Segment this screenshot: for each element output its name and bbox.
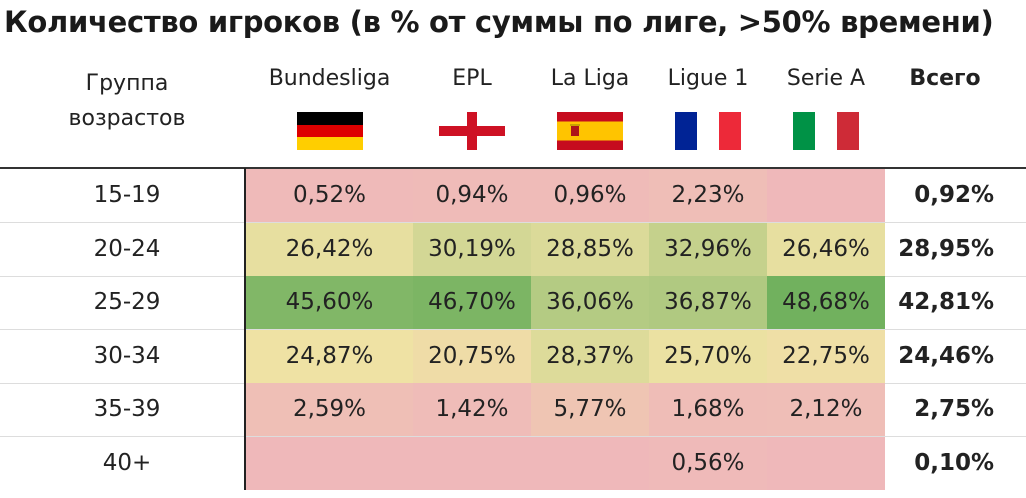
row-total: 0,10% [914,449,994,476]
heatmap-cell: 2,12% [767,383,885,436]
column-header-bundesliga: Bundesliga [268,66,391,91]
heatmap-cell [767,169,885,222]
heatmap-cell: 32,96% [649,222,767,276]
germany-flag-icon [296,112,363,150]
heatmap-cell: 36,06% [531,276,649,329]
heatmap-cell: 0,52% [246,169,413,222]
row-label: 25-29 [93,289,161,315]
heatmap-cell: 28,85% [531,222,649,276]
row-label: 20-24 [93,235,161,262]
heatmap-cell: 26,46% [767,222,885,276]
row-total: 24,46% [898,342,994,369]
spain-flag-icon [557,112,623,150]
heatmap-cell [246,436,413,490]
france-flag-icon [675,112,741,150]
row-total: 0,92% [914,182,994,208]
row-label: 40+ [102,449,152,476]
heatmap-cell [767,436,885,490]
heatmap-cell: 1,42% [413,383,531,436]
heatmap-cell: 36,87% [649,276,767,329]
heatmap-cell: 30,19% [413,222,531,276]
row-total: 42,81% [898,289,994,315]
heatmap-cell: 1,68% [649,383,767,436]
heatmap-cell: 28,37% [531,329,649,383]
heatmap-cell [413,436,531,490]
heatmap-cell: 20,75% [413,329,531,383]
row-label: 30-34 [93,342,161,369]
england-flag-icon [439,112,505,150]
row-total: 28,95% [898,235,994,262]
table-row: 25-29 45,60% 46,70% 36,06% 36,87% 48,68% 42,81… [0,276,1026,329]
table-row: 35-39 2,59% 1,42% 5,77% 1,68% 2,12% 2,75% [0,383,1026,436]
row-label: 15-19 [93,182,161,208]
heatmap-cell: 0,96% [531,169,649,222]
heatmap-cell: 5,77% [531,383,649,436]
heatmap-cell: 24,87% [246,329,413,383]
column-header-epl: EPL [452,66,492,91]
header-divider [0,167,1026,169]
row-total: 2,75% [914,396,994,422]
table-row: 15-19 0,52% 0,94% 0,96% 2,23% 0,92% [0,169,1026,222]
column-header-total: Всего [909,66,981,91]
heatmap-cell: 25,70% [649,329,767,383]
heatmap-cell: 0,94% [413,169,531,222]
table-row: 30-34 24,87% 20,75% 28,37% 25,70% 22,75% 24,46… [0,329,1026,383]
heatmap-cell: 45,60% [246,276,413,329]
row-label: 35-39 [93,396,161,422]
heatmap-cell: 2,59% [246,383,413,436]
column-header-ligue-1: Ligue 1 [667,66,749,91]
heatmap-cell: 26,42% [246,222,413,276]
heatmap-cell: 48,68% [767,276,885,329]
heatmap-cell [531,436,649,490]
italy-flag-icon [793,112,859,150]
column-header-serie-a: Serie A [786,66,866,91]
row-label-divider [244,168,246,490]
age-group-header: Группа возрастов [68,71,186,131]
heatmap-cell: 22,75% [767,329,885,383]
column-header-la-liga: La Liga [550,66,630,91]
heatmap-cell: 46,70% [413,276,531,329]
table-row: 40+ 0,56% 0,10% [0,436,1026,490]
heatmap-cell: 0,56% [649,436,767,490]
table-row: 20-24 26,42% 30,19% 28,85% 32,96% 26,46% 28,95… [0,222,1026,276]
chart-title: Количество игроков (в % от суммы по лиге… [4,5,994,39]
heatmap-cell: 2,23% [649,169,767,222]
